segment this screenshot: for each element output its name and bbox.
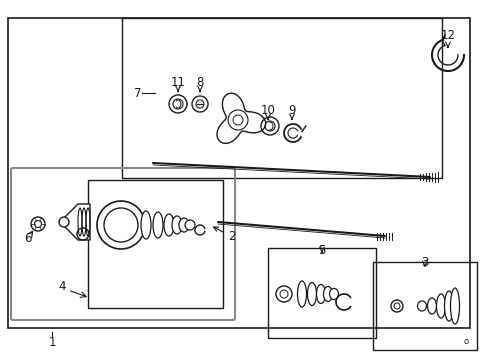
Ellipse shape (444, 291, 452, 321)
Text: 7: 7 (134, 86, 142, 99)
Polygon shape (60, 204, 90, 240)
Text: ο: ο (463, 338, 468, 346)
Text: 8: 8 (196, 76, 203, 91)
Ellipse shape (329, 288, 338, 300)
Ellipse shape (307, 283, 316, 306)
Text: 2: 2 (213, 227, 235, 243)
Ellipse shape (316, 284, 325, 303)
Text: 12: 12 (440, 28, 454, 47)
Text: 3: 3 (421, 256, 428, 270)
Bar (372, 262, 476, 350)
Text: 6: 6 (24, 231, 32, 244)
Text: 1: 1 (48, 336, 56, 348)
Text: 11: 11 (170, 76, 185, 91)
Polygon shape (217, 93, 265, 143)
Ellipse shape (427, 298, 436, 314)
Ellipse shape (297, 281, 306, 307)
Text: 4: 4 (58, 280, 65, 293)
Ellipse shape (436, 294, 445, 318)
Circle shape (59, 217, 69, 227)
Text: 5: 5 (318, 243, 325, 256)
Bar (8, 18, 469, 328)
Ellipse shape (179, 218, 189, 232)
Bar (88, 180, 223, 308)
Text: 9: 9 (287, 104, 295, 120)
Ellipse shape (153, 212, 163, 238)
Text: 10: 10 (260, 104, 275, 120)
Ellipse shape (449, 288, 459, 324)
Bar (267, 248, 375, 338)
Ellipse shape (163, 214, 174, 236)
Bar (122, 18, 441, 178)
Ellipse shape (417, 301, 426, 311)
Ellipse shape (184, 220, 195, 230)
Ellipse shape (323, 287, 332, 302)
Ellipse shape (141, 211, 151, 239)
Ellipse shape (172, 216, 182, 234)
